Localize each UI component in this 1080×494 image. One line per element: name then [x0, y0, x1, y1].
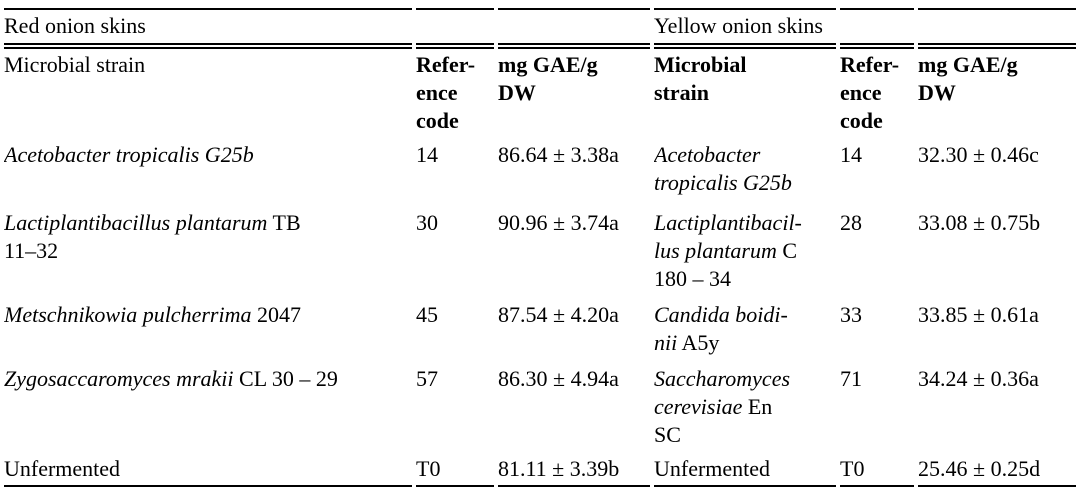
table-row: Lactiplantibacillus plantarum TB 11–32 3… — [4, 209, 1076, 301]
yellow-strain-cell: Acetobacter tropicalis G25b — [654, 141, 836, 209]
group-header-yellow-onion-skins: Yellow onion skins — [654, 8, 836, 49]
column-header-mg-gae-dw-red: mg GAE/g DW — [498, 52, 598, 105]
column-header-mg-gae-dw-yellow: mg GAE/g DW — [918, 52, 1018, 105]
red-strain-cell: Metschnikowia pulcherrima 2047 — [4, 301, 412, 365]
yellow-strain-cell: Lactiplantibacil- lus plantarum C 180 – … — [654, 209, 836, 301]
column-header-microbial-strain-red: Microbial strain — [4, 52, 146, 77]
yellow-ref-code-cell: 28 — [840, 210, 862, 235]
group-header-rule-segment — [918, 8, 1076, 49]
table-row: Zygosaccaromyces mrakii CL 30 – 29 57 86… — [4, 365, 1076, 455]
red-value-cell: 81.11 ± 3.39b — [498, 455, 650, 487]
column-header-reference-code-yellow: Refer- ence code — [840, 52, 900, 133]
group-header-rule-segment — [416, 8, 494, 49]
red-strain-cell: Unfermented — [4, 455, 412, 487]
strain-name-italic: Saccharomyces cerevisiae — [654, 366, 791, 419]
strain-name-regular: TB 11–32 — [4, 210, 301, 263]
strain-name-regular: Unfermented — [4, 456, 121, 481]
red-ref-code-cell: 45 — [416, 302, 438, 327]
yellow-value-cell: 25.46 ± 0.25d — [918, 455, 1076, 487]
table-row: Acetobacter tropicalis G25b 14 86.64 ± 3… — [4, 141, 1076, 209]
red-ref-code-cell: 57 — [416, 366, 438, 391]
yellow-value-cell: 34.24 ± 0.36a — [918, 366, 1039, 391]
yellow-strain-cell: Unfermented — [654, 455, 836, 487]
strain-name-regular: A5y — [677, 330, 720, 355]
strain-name-italic: Metschnikowia pulcherrima — [4, 302, 252, 327]
table-row: Metschnikowia pulcherrima 2047 45 87.54 … — [4, 301, 1076, 365]
yellow-value-cell: 33.85 ± 0.61a — [918, 302, 1039, 327]
total-phenolic-content-table: Red onion skins Yellow onion skins Micro… — [0, 8, 1080, 487]
strain-name-italic: Lactiplantibacillus plantarum — [4, 210, 268, 235]
red-value-cell: 87.54 ± 4.20a — [498, 302, 619, 327]
column-header-row: Microbial strain Refer- ence code mg GAE… — [4, 49, 1076, 141]
strain-name-italic: Acetobacter tropicalis G25b — [4, 142, 254, 167]
yellow-ref-code-cell: 71 — [840, 366, 862, 391]
red-strain-cell: Lactiplantibacillus plantarum TB 11–32 — [4, 209, 412, 301]
yellow-value-cell: 32.30 ± 0.46c — [918, 142, 1039, 167]
yellow-strain-cell: Candida boidi- nii A5y — [654, 301, 836, 365]
yellow-ref-code-cell: T0 — [840, 455, 914, 487]
strain-name-italic: Lactiplantibacil- lus plantarum — [654, 210, 802, 263]
yellow-ref-code-cell: 14 — [840, 142, 862, 167]
red-value-cell: 90.96 ± 3.74a — [498, 210, 619, 235]
red-value-cell: 86.64 ± 3.38a — [498, 142, 619, 167]
red-strain-cell: Zygosaccaromyces mrakii CL 30 – 29 — [4, 365, 412, 455]
strain-name-regular: C 180 – 34 — [654, 238, 798, 291]
strain-name-italic: Candida boidi- nii — [654, 302, 788, 355]
strain-name-regular: CL 30 – 29 — [233, 366, 338, 391]
strain-name-regular: Unfermented — [654, 456, 771, 481]
group-header-rule-segment — [840, 8, 914, 49]
yellow-value-cell: 33.08 ± 0.75b — [918, 210, 1041, 235]
strain-name-italic: Zygosaccaromyces mrakii — [4, 366, 234, 391]
red-ref-code-cell: 30 — [416, 210, 438, 235]
group-header-red-onion-skins: Red onion skins — [4, 8, 412, 49]
strain-name-regular: 2047 — [251, 302, 301, 327]
yellow-ref-code-cell: 33 — [840, 302, 862, 327]
column-header-reference-code-red: Refer- ence code — [416, 52, 476, 133]
strain-name-italic: Acetobacter tropicalis G25b — [654, 142, 792, 195]
strain-name-regular: En SC — [654, 394, 773, 447]
group-header-row: Red onion skins Yellow onion skins — [4, 8, 1076, 49]
red-value-cell: 86.30 ± 4.94a — [498, 366, 619, 391]
group-header-rule-segment — [498, 8, 650, 49]
column-header-microbial-strain-yellow: Microbial strain — [654, 52, 747, 105]
red-strain-cell: Acetobacter tropicalis G25b — [4, 141, 412, 209]
yellow-strain-cell: Saccharomyces cerevisiae En SC — [654, 365, 836, 455]
table-row: Unfermented T0 81.11 ± 3.39b Unfermented… — [4, 455, 1076, 487]
red-ref-code-cell: T0 — [416, 455, 494, 487]
red-ref-code-cell: 14 — [416, 142, 438, 167]
